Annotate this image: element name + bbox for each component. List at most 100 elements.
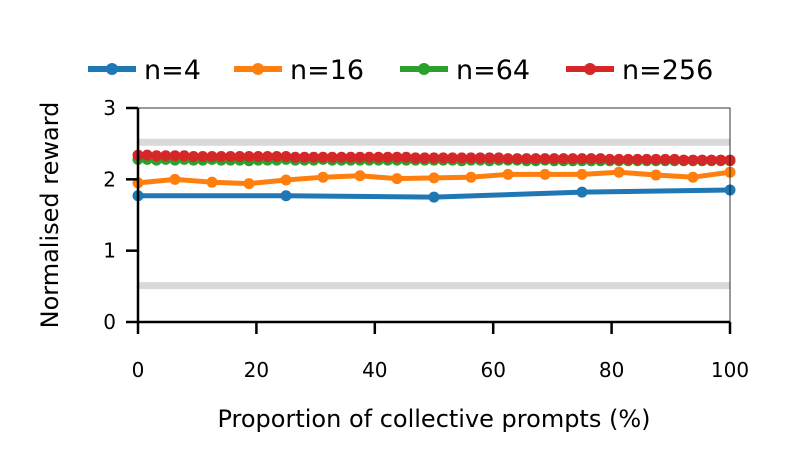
- legend-item-n=4: n=4: [88, 55, 201, 86]
- data-point-n=256: [345, 151, 357, 163]
- data-point-n=16: [354, 170, 366, 182]
- data-point-n=256: [604, 153, 616, 165]
- data-point-n=16: [576, 168, 588, 180]
- data-point-n=256: [659, 153, 671, 165]
- data-point-n=256: [243, 151, 255, 163]
- data-point-n=256: [669, 153, 681, 165]
- legend-item-n=64: n=64: [400, 55, 530, 86]
- data-point-n=16: [317, 171, 329, 183]
- data-point-n=256: [558, 153, 570, 165]
- data-point-n=256: [400, 151, 412, 163]
- legend-label: n=16: [290, 55, 364, 86]
- data-point-n=16: [428, 172, 440, 184]
- data-point-n=256: [502, 153, 514, 165]
- x-tick-label: 0: [132, 358, 145, 382]
- data-point-n=256: [262, 151, 274, 163]
- legend-item-n=16: n=16: [234, 55, 364, 86]
- data-point-n=256: [271, 151, 283, 163]
- x-tick-label: 20: [244, 358, 269, 382]
- data-point-n=256: [641, 153, 653, 165]
- data-point-n=256: [465, 152, 477, 164]
- data-point-n=256: [576, 153, 588, 165]
- data-point-n=256: [428, 152, 440, 164]
- data-point-n=256: [706, 154, 718, 166]
- data-point-n=256: [687, 154, 699, 166]
- data-point-n=256: [299, 151, 311, 163]
- reference-lines: [138, 138, 730, 290]
- y-tick-label: 0: [103, 310, 116, 334]
- data-point-n=256: [410, 152, 422, 164]
- data-point-n=256: [474, 152, 486, 164]
- data-point-n=256: [548, 153, 560, 165]
- x-tick-label: 100: [711, 358, 749, 382]
- data-point-n=256: [234, 151, 246, 163]
- data-point-n=256: [622, 153, 634, 165]
- data-point-n=256: [696, 154, 708, 166]
- data-point-n=256: [419, 152, 431, 164]
- y-tick-label: 3: [103, 96, 116, 120]
- data-point-n=16: [280, 174, 292, 186]
- data-point-n=16: [539, 168, 551, 180]
- data-point-n=256: [715, 154, 727, 166]
- data-point-n=16: [465, 171, 477, 183]
- data-point-n=4: [280, 190, 292, 202]
- data-point-n=256: [225, 151, 237, 163]
- data-point-n=256: [382, 151, 394, 163]
- data-point-n=4: [576, 186, 588, 198]
- data-point-n=16: [650, 169, 662, 181]
- data-point-n=16: [502, 168, 514, 180]
- data-point-n=256: [141, 149, 153, 161]
- data-point-n=16: [687, 171, 699, 183]
- data-point-n=256: [280, 151, 292, 163]
- data-point-n=256: [215, 151, 227, 163]
- series-n=256: [132, 149, 736, 166]
- y-axis-label: Normalised reward: [36, 102, 64, 329]
- data-point-n=256: [308, 151, 320, 163]
- data-point-n=256: [447, 152, 459, 164]
- legend-label: n=4: [144, 55, 201, 86]
- legend-label: n=64: [456, 55, 530, 86]
- data-point-n=256: [493, 152, 505, 164]
- data-point-n=16: [206, 176, 218, 188]
- data-point-n=256: [206, 151, 218, 163]
- legend-marker: [106, 63, 118, 75]
- data-point-n=256: [678, 154, 690, 166]
- data-point-n=256: [632, 153, 644, 165]
- data-point-n=256: [484, 152, 496, 164]
- data-point-n=256: [169, 150, 181, 162]
- data-point-n=256: [539, 153, 551, 165]
- x-tick-label: 40: [362, 358, 387, 382]
- data-point-n=256: [197, 151, 209, 163]
- data-point-n=256: [585, 153, 597, 165]
- data-point-n=256: [289, 151, 301, 163]
- data-point-n=16: [391, 173, 403, 185]
- x-axis-label: Proportion of collective prompts (%): [217, 405, 650, 433]
- data-point-n=256: [160, 150, 172, 162]
- legend-marker: [584, 63, 596, 75]
- plot-area: 0 20 40 60 80 100 0 1 2 3: [103, 96, 749, 382]
- data-point-n=256: [595, 153, 607, 165]
- chart-legend: n=4 n=16 n=64 n=256: [88, 55, 713, 86]
- legend-item-n=256: n=256: [566, 55, 713, 86]
- data-point-n=256: [456, 152, 468, 164]
- legend-marker: [252, 63, 264, 75]
- legend-label: n=256: [622, 55, 713, 86]
- data-point-n=256: [373, 151, 385, 163]
- data-point-n=16: [613, 166, 625, 178]
- series-n=4: [132, 184, 736, 203]
- data-point-n=256: [530, 153, 542, 165]
- data-point-n=256: [437, 152, 449, 164]
- data-point-n=16: [169, 173, 181, 185]
- data-point-n=256: [188, 151, 200, 163]
- data-point-n=256: [511, 153, 523, 165]
- data-point-n=256: [178, 150, 190, 162]
- data-point-n=256: [151, 150, 163, 162]
- data-point-n=256: [521, 153, 533, 165]
- series-n=16: [132, 166, 736, 190]
- series-layer: [132, 149, 736, 203]
- x-tick-label: 60: [480, 358, 505, 382]
- data-point-n=16: [243, 178, 255, 190]
- x-tick-label: 80: [599, 358, 624, 382]
- legend-marker: [418, 63, 430, 75]
